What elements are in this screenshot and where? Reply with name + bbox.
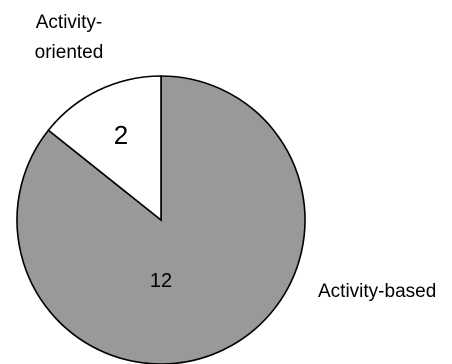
slice-value-label-activity-oriented: 2 [114, 120, 128, 150]
slice-value-label-activity-based: 12 [150, 270, 172, 292]
category-label-activity-oriented-line2: oriented [35, 42, 104, 63]
category-label-activity-based: Activity-based [318, 281, 436, 302]
category-label-activity-oriented-line1: Activity- [36, 12, 103, 33]
pie-slice-activity-oriented [47, 75, 162, 222]
pie-slices [16, 75, 306, 364]
